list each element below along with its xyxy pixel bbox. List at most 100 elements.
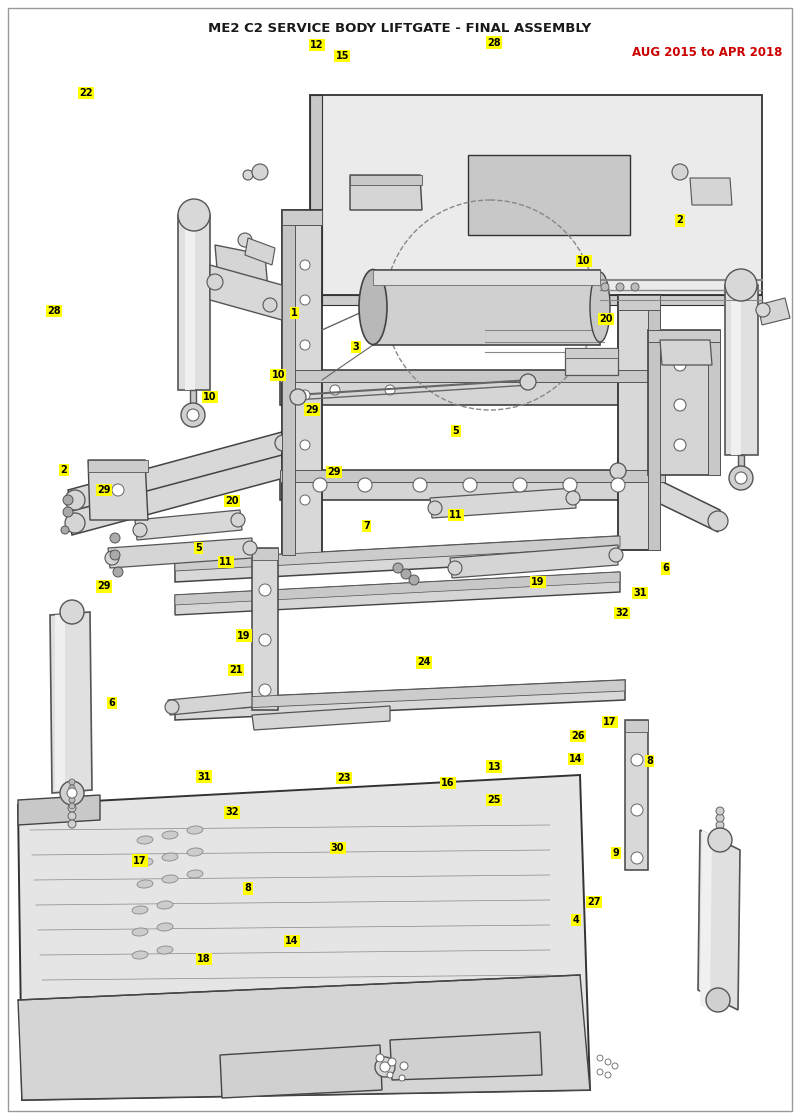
Circle shape bbox=[708, 828, 732, 852]
Text: 23: 23 bbox=[338, 773, 350, 782]
Circle shape bbox=[69, 797, 75, 803]
Circle shape bbox=[63, 495, 73, 505]
Text: 29: 29 bbox=[98, 582, 110, 591]
Ellipse shape bbox=[157, 923, 173, 931]
Circle shape bbox=[725, 269, 757, 301]
Text: 18: 18 bbox=[197, 955, 211, 963]
Circle shape bbox=[187, 410, 199, 421]
Polygon shape bbox=[175, 536, 620, 571]
Polygon shape bbox=[108, 538, 252, 568]
Text: 17: 17 bbox=[603, 717, 616, 726]
Text: 31: 31 bbox=[198, 772, 210, 781]
Circle shape bbox=[68, 796, 76, 803]
Ellipse shape bbox=[132, 951, 148, 959]
Text: 2: 2 bbox=[677, 216, 683, 225]
Polygon shape bbox=[55, 614, 65, 791]
Circle shape bbox=[708, 511, 728, 532]
Circle shape bbox=[674, 399, 686, 411]
Polygon shape bbox=[690, 178, 732, 205]
Text: AUG 2015 to APR 2018: AUG 2015 to APR 2018 bbox=[632, 46, 782, 58]
Text: 2: 2 bbox=[61, 466, 67, 474]
Polygon shape bbox=[18, 975, 590, 1100]
Circle shape bbox=[631, 852, 643, 864]
Polygon shape bbox=[135, 510, 242, 540]
Text: ME2 C2 SERVICE BODY LIFTGATE - FINAL ASSEMBLY: ME2 C2 SERVICE BODY LIFTGATE - FINAL ASS… bbox=[208, 21, 592, 35]
Circle shape bbox=[105, 551, 119, 565]
Circle shape bbox=[601, 283, 609, 291]
Text: 29: 29 bbox=[306, 405, 318, 414]
Polygon shape bbox=[68, 455, 284, 535]
Text: 32: 32 bbox=[226, 808, 238, 817]
Circle shape bbox=[290, 389, 306, 405]
Polygon shape bbox=[373, 270, 600, 285]
Polygon shape bbox=[175, 572, 620, 605]
Circle shape bbox=[631, 283, 639, 291]
Polygon shape bbox=[280, 470, 665, 500]
Ellipse shape bbox=[590, 272, 610, 342]
Polygon shape bbox=[615, 460, 720, 532]
Text: 11: 11 bbox=[450, 510, 462, 519]
Circle shape bbox=[300, 260, 310, 270]
Ellipse shape bbox=[162, 831, 178, 839]
Ellipse shape bbox=[157, 946, 173, 955]
Ellipse shape bbox=[137, 858, 153, 866]
Circle shape bbox=[563, 478, 577, 492]
Text: 30: 30 bbox=[331, 844, 344, 853]
Polygon shape bbox=[450, 545, 618, 579]
Text: 1: 1 bbox=[291, 309, 298, 318]
Text: 4: 4 bbox=[573, 915, 579, 924]
Polygon shape bbox=[648, 330, 720, 474]
Text: 20: 20 bbox=[226, 497, 238, 506]
Circle shape bbox=[300, 295, 310, 305]
Circle shape bbox=[65, 490, 85, 510]
Circle shape bbox=[69, 791, 75, 797]
Text: 6: 6 bbox=[109, 698, 115, 707]
Circle shape bbox=[716, 807, 724, 815]
Circle shape bbox=[616, 283, 624, 291]
Circle shape bbox=[61, 526, 69, 534]
Circle shape bbox=[69, 786, 75, 791]
Text: 22: 22 bbox=[80, 88, 93, 97]
Text: 16: 16 bbox=[442, 779, 454, 788]
Circle shape bbox=[609, 548, 623, 562]
Text: 5: 5 bbox=[195, 544, 202, 553]
Text: 26: 26 bbox=[571, 732, 584, 741]
Circle shape bbox=[207, 274, 223, 290]
Polygon shape bbox=[350, 175, 422, 185]
Text: 29: 29 bbox=[98, 486, 110, 495]
Circle shape bbox=[400, 1062, 408, 1070]
Polygon shape bbox=[88, 460, 148, 472]
Circle shape bbox=[597, 1069, 603, 1075]
Ellipse shape bbox=[187, 826, 203, 834]
Circle shape bbox=[231, 513, 245, 527]
Circle shape bbox=[300, 391, 310, 399]
Polygon shape bbox=[625, 720, 648, 732]
Circle shape bbox=[68, 812, 76, 820]
Circle shape bbox=[448, 561, 462, 575]
Text: 25: 25 bbox=[488, 796, 501, 805]
Circle shape bbox=[631, 803, 643, 816]
Text: 31: 31 bbox=[634, 589, 646, 598]
Circle shape bbox=[300, 440, 310, 450]
Circle shape bbox=[605, 1059, 611, 1065]
Ellipse shape bbox=[162, 853, 178, 861]
Circle shape bbox=[67, 788, 77, 798]
Polygon shape bbox=[698, 830, 740, 1010]
Circle shape bbox=[178, 199, 210, 231]
Polygon shape bbox=[648, 295, 660, 551]
Circle shape bbox=[113, 567, 123, 577]
Text: 15: 15 bbox=[336, 51, 349, 60]
Circle shape bbox=[376, 1054, 384, 1062]
Polygon shape bbox=[168, 692, 252, 715]
Text: 9: 9 bbox=[613, 848, 619, 857]
Circle shape bbox=[566, 491, 580, 505]
Text: 14: 14 bbox=[570, 754, 582, 763]
Polygon shape bbox=[185, 215, 195, 391]
Circle shape bbox=[610, 463, 626, 479]
Polygon shape bbox=[738, 455, 744, 478]
Text: 27: 27 bbox=[587, 897, 600, 906]
Text: 28: 28 bbox=[487, 38, 502, 47]
Text: 29: 29 bbox=[328, 468, 341, 477]
Circle shape bbox=[520, 374, 536, 391]
Polygon shape bbox=[210, 265, 282, 320]
